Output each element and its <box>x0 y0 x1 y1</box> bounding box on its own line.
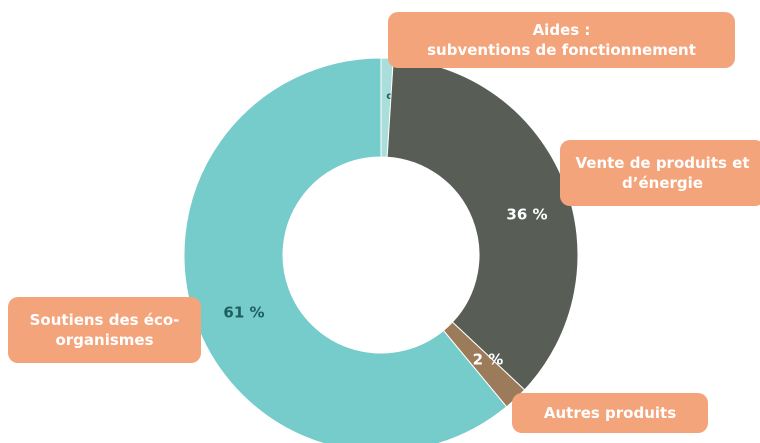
value-label: 2 % <box>473 351 504 369</box>
category-callout: Vente de produits et d’énergie <box>560 140 760 206</box>
value-label: 36 % <box>506 206 547 224</box>
category-callout: Aides : subventions de fonctionnement <box>388 12 735 68</box>
donut-segment <box>386 57 579 391</box>
category-callout: Soutiens des éco- organismes <box>8 297 201 363</box>
donut-segment <box>183 57 508 443</box>
value-label: 61 % <box>223 304 264 322</box>
category-callout: Autres produits <box>512 393 708 433</box>
